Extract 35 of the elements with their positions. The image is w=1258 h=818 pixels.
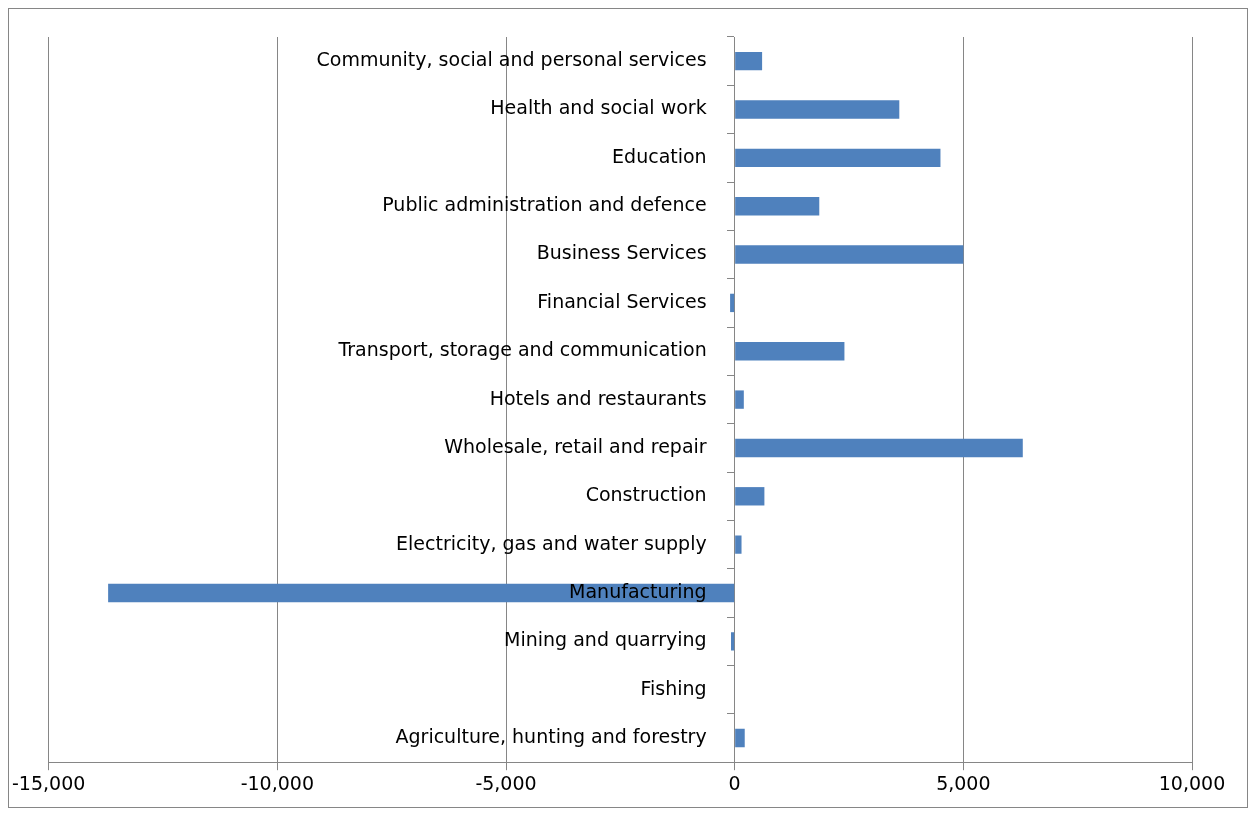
bar [735, 100, 900, 119]
y-tick-label: Electricity, gas and water supply [396, 531, 707, 554]
bar [735, 51, 763, 71]
x-tick-label: -10,000 [240, 771, 315, 794]
x-tick-label: -15,000 [12, 771, 86, 794]
y-tick-label: Public administration and defence [382, 193, 707, 216]
bar [735, 342, 845, 361]
bar [108, 583, 735, 603]
bar [735, 245, 964, 264]
bar [735, 390, 744, 409]
y-tick-label: Hotels and restaurants [489, 386, 707, 409]
bar [735, 438, 1023, 458]
bar [731, 632, 735, 651]
y-tick-label: Mining and quarrying [504, 628, 707, 651]
x-tick-label: -5,000 [475, 771, 537, 794]
bar [735, 148, 941, 168]
y-tick-label: Agriculture, hunting and forestry [395, 724, 707, 747]
bar [735, 535, 742, 554]
y-tick-label: Manufacturing [569, 579, 707, 602]
x-tick-label: 0 [728, 771, 741, 794]
y-tick-label: Community, social and personal services [316, 48, 707, 71]
bar [735, 728, 745, 748]
y-tick-label: Health and social work [490, 96, 707, 119]
y-tick-label: Financial Services [537, 289, 707, 312]
y-tick-label: Business Services [536, 241, 707, 264]
x-tick-label: 10,000 [1158, 771, 1226, 794]
y-tick-label: Wholesale, retail and repair [444, 434, 707, 457]
bar [735, 487, 765, 506]
y-tick-label: Transport, storage and communication [337, 338, 707, 361]
bar [735, 197, 820, 216]
x-tick-label: 5,000 [936, 771, 991, 794]
y-tick-label: Construction [585, 483, 707, 506]
y-tick-label: Education [612, 144, 707, 167]
y-tick-label: Fishing [640, 676, 707, 699]
bar [730, 293, 735, 313]
